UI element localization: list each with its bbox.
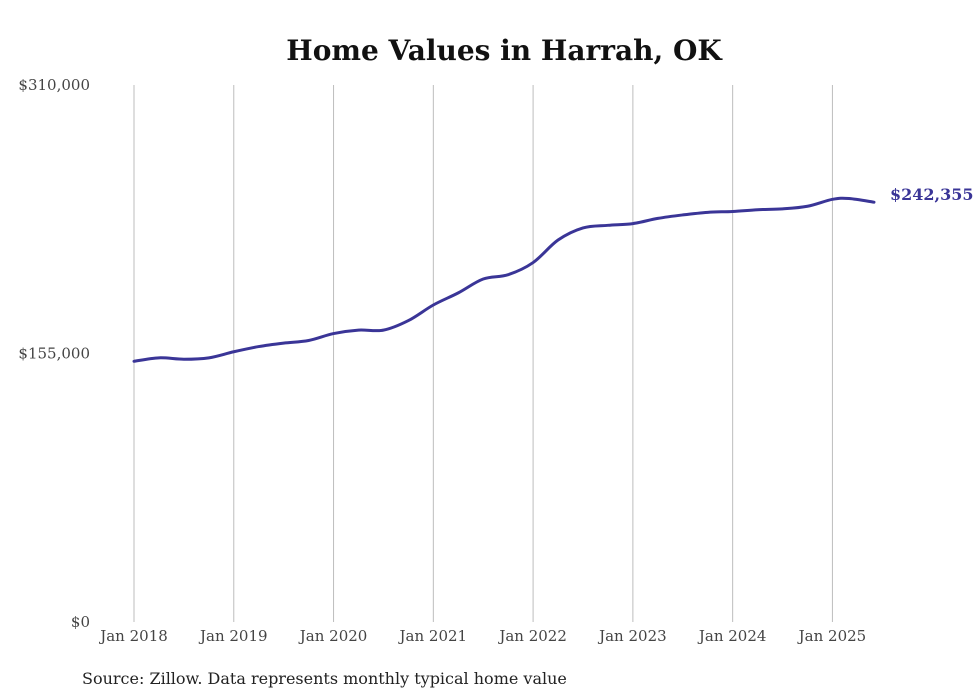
x-tick-label: Jan 2020: [298, 627, 368, 645]
y-tick-label: $0: [71, 613, 90, 631]
x-tick-label: Jan 2018: [98, 627, 168, 645]
x-tick-label: Jan 2023: [597, 627, 667, 645]
x-tick-label: Jan 2024: [697, 627, 767, 645]
series-layer: $242,355: [132, 185, 974, 363]
x-tick-label: Jan 2019: [198, 627, 268, 645]
gridlines: [133, 85, 833, 622]
end-value-label: $242,355: [890, 185, 974, 204]
x-axis: Jan 2018 Jan 2019 Jan 2020 Jan 2021 Jan 2022…: [98, 627, 866, 645]
source-note: Source: Zillow. Data represents monthly …: [82, 669, 567, 688]
y-tick-label: $310,000: [18, 76, 90, 94]
y-axis: $0 $155,000 $310,000: [18, 76, 90, 631]
y-tick-label: $155,000: [18, 345, 90, 363]
x-tick-label: Jan 2022: [497, 627, 567, 645]
x-tick-label: Jan 2021: [398, 627, 468, 645]
x-tick-label: Jan 2025: [797, 627, 867, 645]
chart-title: Home Values in Harrah, OK: [286, 34, 723, 67]
series-line-0: [132, 196, 876, 363]
